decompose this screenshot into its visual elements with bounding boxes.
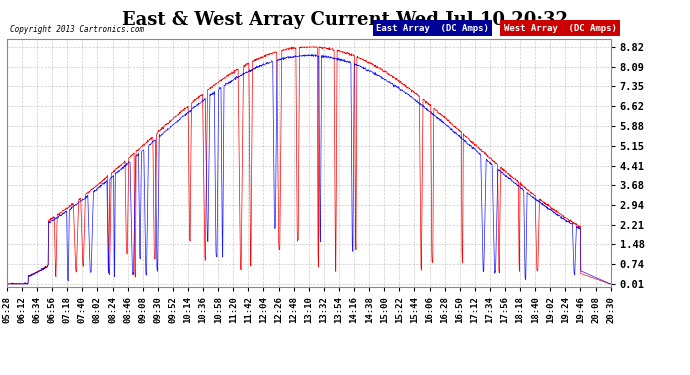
Text: Copyright 2013 Cartronics.com: Copyright 2013 Cartronics.com [10, 25, 144, 34]
Text: East & West Array Current Wed Jul 10 20:32: East & West Array Current Wed Jul 10 20:… [122, 11, 568, 29]
Text: West Array  (DC Amps): West Array (DC Amps) [504, 24, 617, 33]
Text: East Array  (DC Amps): East Array (DC Amps) [376, 24, 489, 33]
